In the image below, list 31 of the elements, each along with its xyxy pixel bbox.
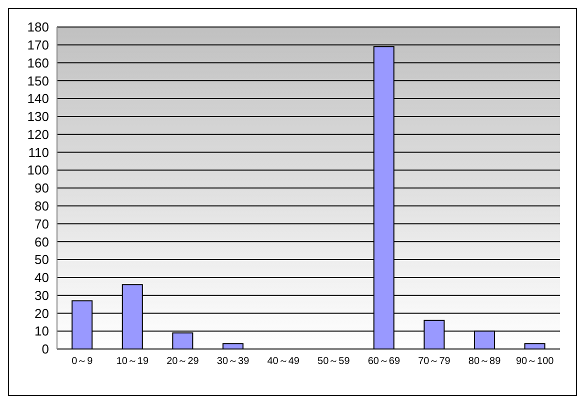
x-tick-label: 20～29 (166, 356, 200, 368)
y-tick-label: 30 (34, 288, 49, 303)
bar (222, 343, 244, 349)
y-tick-label: 90 (34, 180, 49, 196)
y-tick-label: 100 (27, 162, 49, 178)
y-tick-label: 20 (34, 306, 49, 321)
x-tick-label: 60～69 (368, 356, 401, 368)
y-tick-label: 180 (27, 20, 49, 35)
y-tick-label: 70 (34, 216, 49, 232)
x-tick-label: 10～19 (116, 356, 150, 368)
bar (524, 343, 546, 349)
x-tick-label: 90～100 (516, 356, 554, 368)
x-tick-label: 70～79 (418, 356, 451, 368)
y-tick-label: 140 (27, 91, 49, 106)
y-tick-label: 120 (27, 126, 49, 142)
y-tick-label: 110 (28, 144, 49, 160)
y-tick-label: 160 (27, 55, 49, 70)
y-tick-label: 10 (34, 324, 49, 339)
y-tick-label: 50 (34, 252, 49, 268)
y-tick-label: 170 (27, 38, 49, 53)
x-tick-label: 40～49 (267, 356, 300, 368)
x-tick-label: 50～59 (318, 356, 350, 368)
x-tick-label: 80～89 (468, 356, 502, 368)
y-tick-label: 150 (27, 73, 49, 88)
x-tick-label: 0～9 (72, 356, 94, 368)
y-tick-label: 80 (34, 198, 49, 214)
x-tick-label: 30～39 (216, 356, 250, 368)
y-tick-label: 130 (27, 109, 49, 124)
y-tick-label: 0 (42, 342, 49, 357)
y-tick-label: 60 (34, 234, 49, 250)
y-tick-label: 40 (34, 270, 49, 286)
